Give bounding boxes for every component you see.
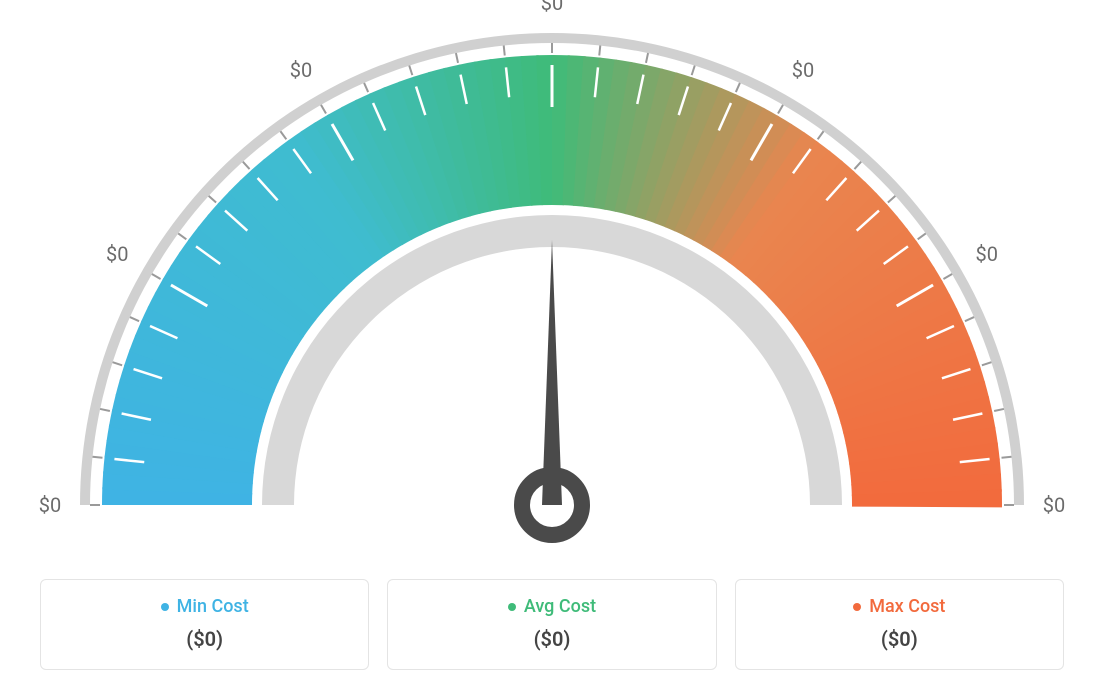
gauge: $0 $0 $0 $0 $0 $0 $0 <box>0 0 1104 560</box>
gauge-tick-label: $0 <box>106 242 128 266</box>
legend-avg-title: Avg Cost <box>508 596 596 617</box>
gauge-tick-label: $0 <box>290 58 312 82</box>
gauge-tick-label: $0 <box>1043 493 1065 517</box>
gauge-tick-label: $0 <box>792 58 814 82</box>
gauge-svg <box>0 0 1104 560</box>
legend-dot-min <box>161 603 169 611</box>
legend-min-title: Min Cost <box>161 596 249 617</box>
legend-max-value: ($0) <box>746 627 1053 651</box>
legend-card-max: Max Cost ($0) <box>735 579 1064 671</box>
gauge-tick-label: $0 <box>541 0 563 15</box>
gauge-chart-container: $0 $0 $0 $0 $0 $0 $0 Min Cost ($0) Avg Cost ($… <box>0 0 1104 690</box>
legend: Min Cost ($0) Avg Cost ($0) Max Cost ($0… <box>40 579 1064 671</box>
legend-min-label: Min Cost <box>177 596 249 617</box>
gauge-tick-label: $0 <box>975 242 997 266</box>
legend-avg-label: Avg Cost <box>524 596 596 617</box>
legend-card-avg: Avg Cost ($0) <box>387 579 716 671</box>
legend-max-label: Max Cost <box>869 596 945 617</box>
legend-dot-max <box>853 603 861 611</box>
legend-max-title: Max Cost <box>853 596 945 617</box>
legend-min-value: ($0) <box>51 627 358 651</box>
legend-card-min: Min Cost ($0) <box>40 579 369 671</box>
legend-dot-avg <box>508 603 516 611</box>
gauge-tick-label: $0 <box>39 493 61 517</box>
legend-avg-value: ($0) <box>398 627 705 651</box>
